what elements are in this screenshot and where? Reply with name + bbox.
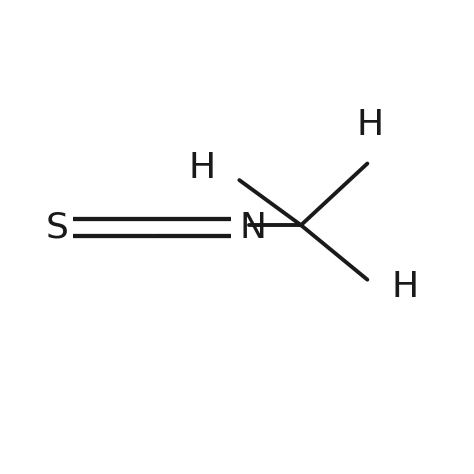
Text: N: N [239,210,266,245]
Text: H: H [391,270,418,304]
Text: H: H [356,108,383,142]
Text: S: S [46,210,68,245]
Text: H: H [189,151,216,185]
